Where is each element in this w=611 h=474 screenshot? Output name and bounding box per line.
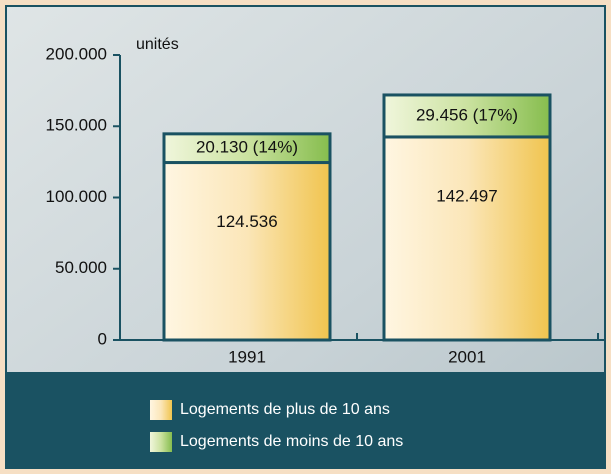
legend-label: Logements de moins de 10 ans <box>180 433 403 450</box>
value-label: 20.130 (14%) <box>196 138 298 157</box>
value-label: 142.497 <box>436 186 497 205</box>
legend-swatch <box>150 400 172 420</box>
value-label: 124.536 <box>216 212 277 231</box>
x-tick-label: 1991 <box>228 347 266 366</box>
y-tick-label: 150.000 <box>46 116 107 135</box>
y-tick-label: 100.000 <box>46 187 107 206</box>
legend-label: Logements de plus de 10 ans <box>180 401 390 418</box>
y-axis-label: unités <box>136 36 179 53</box>
y-tick-label: 50.000 <box>55 258 107 277</box>
bar-segment <box>384 137 550 340</box>
legend-swatch <box>150 432 172 452</box>
bar-segment <box>164 163 330 340</box>
legend-panel <box>6 372 605 468</box>
y-tick-label: 200.000 <box>46 44 107 63</box>
chart: unités 0 50.000 100.000 150.000 200.000 1991 1… <box>0 0 611 474</box>
y-tick-label: 0 <box>98 329 107 348</box>
x-tick-label: 2001 <box>448 347 486 366</box>
page: unités 0 50.000 100.000 150.000 200.000 1991 1… <box>0 0 611 474</box>
value-label: 29.456 (17%) <box>416 105 518 124</box>
